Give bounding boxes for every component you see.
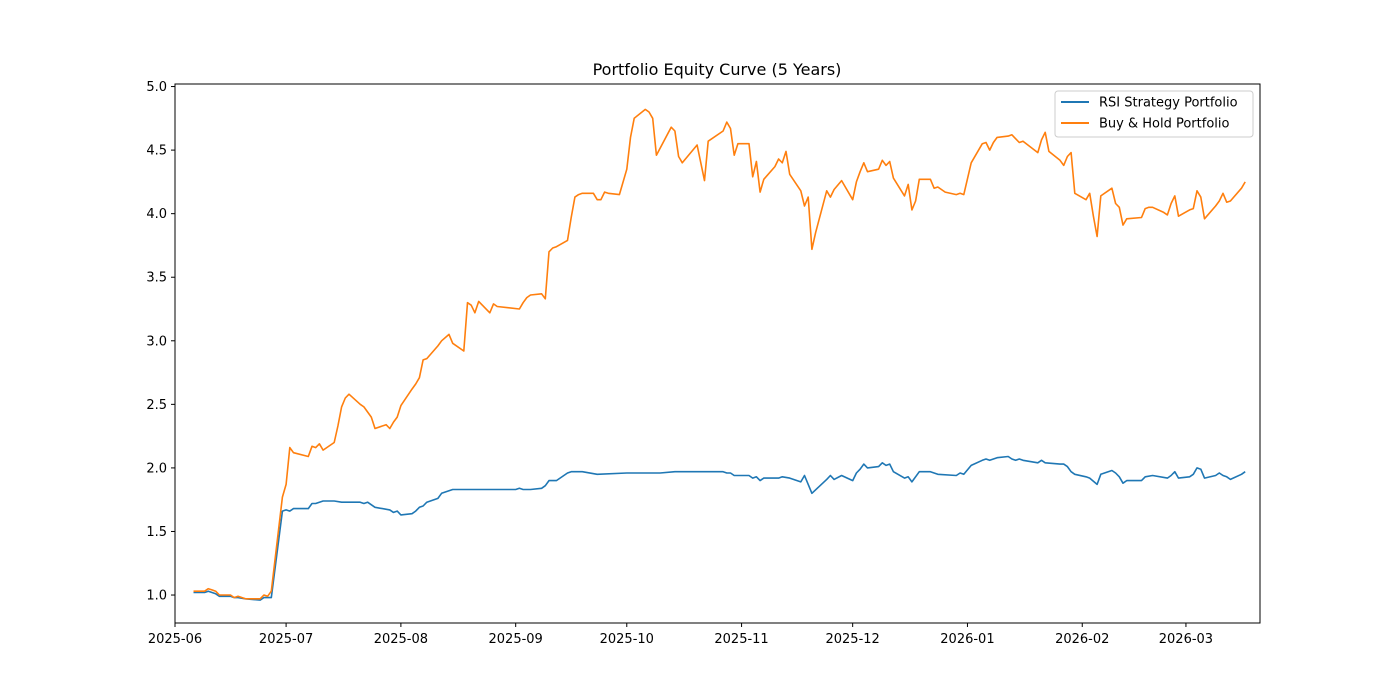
x-tick-label: 2025-10 — [600, 632, 654, 647]
x-axis: 2025-06 2025-07 2025-08 2025-09 2025-10 2025-… — [148, 623, 1213, 647]
plot-frame — [174, 83, 1261, 624]
legend-label: Buy & Hold Portfolio — [1099, 117, 1230, 132]
chart-title: Portfolio Equity Curve (5 Years) — [593, 60, 842, 79]
y-tick-label: 1.5 — [146, 525, 167, 540]
x-tick-label: 2025-09 — [489, 632, 543, 647]
legend-box — [1054, 90, 1254, 138]
series-layer — [193, 108, 1246, 601]
y-tick-label: 2.0 — [146, 461, 167, 476]
x-tick-label: 2025-06 — [148, 632, 202, 647]
y-tick-label: 5.0 — [146, 80, 167, 95]
y-tick-label: 3.5 — [146, 271, 167, 286]
x-tick-label: 2025-07 — [259, 632, 313, 647]
y-axis: 1.0 1.5 2.0 2.5 3.0 3.5 4.0 4.5 5.0 — [146, 80, 175, 604]
y-tick-label: 4.5 — [146, 144, 167, 159]
y-tick-label: 3.0 — [146, 334, 167, 349]
y-tick-label: 2.5 — [146, 398, 167, 413]
legend: RSI Strategy Portfolio Buy & Hold Portfol… — [1054, 90, 1254, 138]
x-tick-label: 2026-01 — [940, 632, 994, 647]
y-tick-label: 4.0 — [146, 207, 167, 222]
x-tick-label: 2026-02 — [1055, 632, 1109, 647]
x-tick-label: 2025-12 — [825, 632, 879, 647]
series-line-buy-and-hold — [193, 108, 1246, 600]
y-tick-label: 1.0 — [146, 589, 167, 604]
series-line-rsi-strategy — [193, 455, 1246, 601]
x-tick-label: 2026-03 — [1159, 632, 1213, 647]
legend-label: RSI Strategy Portfolio — [1099, 96, 1238, 111]
x-tick-label: 2025-08 — [374, 632, 428, 647]
x-tick-label: 2025-11 — [714, 632, 768, 647]
